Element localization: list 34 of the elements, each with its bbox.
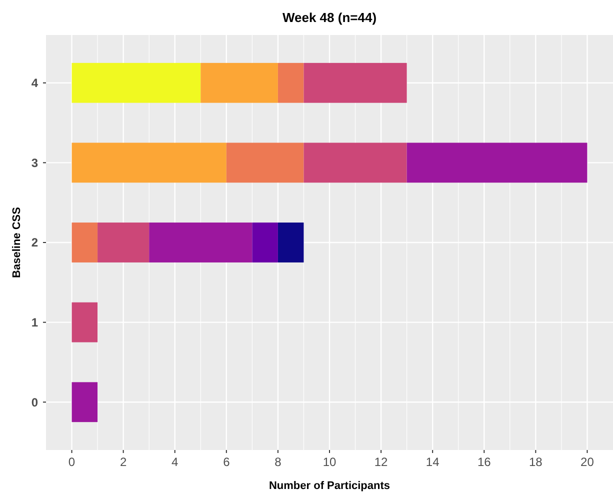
chart-title: Week 48 (n=44)	[282, 10, 377, 25]
x-tick-label: 18	[529, 455, 543, 469]
bar	[72, 142, 226, 183]
bar	[304, 142, 407, 183]
bar	[278, 222, 304, 262]
bar	[252, 222, 278, 262]
bar	[406, 142, 588, 183]
x-tick-label: 8	[274, 455, 282, 469]
x-tick-label: 14	[426, 455, 440, 469]
y-axis-title: Baseline CSS	[11, 207, 23, 278]
x-tick-label: 0	[68, 455, 76, 469]
bar	[304, 62, 407, 103]
bar	[200, 62, 278, 103]
y-tick-label: 2	[31, 236, 38, 250]
x-tick-label: 16	[477, 455, 492, 469]
x-tick-label: 10	[322, 455, 336, 469]
bar	[98, 222, 150, 262]
x-tick-label: 2	[120, 455, 127, 469]
x-tick-label: 20	[580, 455, 594, 469]
bar	[72, 222, 98, 262]
bar	[72, 62, 201, 103]
x-tick-label: 6	[223, 455, 230, 469]
x-axis-title: Number of Participants	[268, 480, 390, 492]
x-tick-label: 12	[374, 455, 388, 469]
bar	[72, 382, 98, 422]
y-tick-label: 3	[31, 156, 38, 170]
bar	[149, 222, 252, 262]
bar	[278, 62, 304, 103]
y-tick-label: 0	[31, 395, 38, 410]
y-tick-label: 1	[31, 316, 38, 330]
bar	[72, 302, 98, 342]
x-tick-label: 4	[172, 455, 179, 469]
bar	[226, 142, 304, 183]
y-tick-label: 4	[31, 76, 38, 90]
